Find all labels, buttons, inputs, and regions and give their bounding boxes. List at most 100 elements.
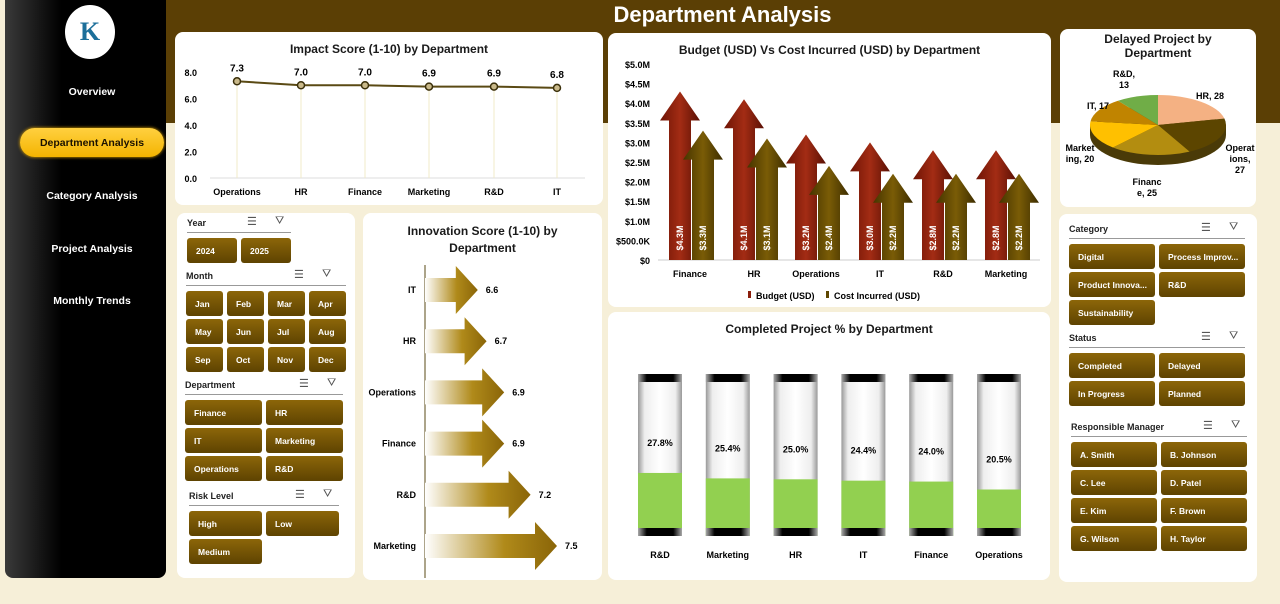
clear-filter-icon[interactable]: ⛛: [275, 215, 285, 227]
slicer-button[interactable]: G. Wilson: [1071, 526, 1157, 551]
data-point: [424, 82, 434, 91]
innovation-chart: IT 6.6 HR 6.7 Operations 6.9 Finance 6.9 R&D 7.2 M…: [368, 265, 578, 578]
slicer-button[interactable]: Operations: [185, 456, 262, 481]
slicer-button[interactable]: Aug: [309, 319, 346, 344]
slicer-button[interactable]: Product Innova...: [1069, 272, 1155, 297]
multi-select-icon[interactable]: ☰: [1201, 331, 1211, 343]
data-label: $2.4M: [824, 225, 834, 250]
multi-select-icon[interactable]: ☰: [1203, 420, 1213, 432]
slicer-button[interactable]: C. Lee: [1071, 470, 1157, 495]
slicer-button[interactable]: Sustainability: [1069, 300, 1155, 325]
clear-filter-icon[interactable]: ⛛: [322, 268, 332, 280]
x-tick-label: HR: [789, 550, 802, 560]
slicer-button[interactable]: Process Improv...: [1159, 244, 1245, 269]
sidebar-item-monthly-trends[interactable]: Monthly Trends: [53, 294, 131, 307]
sidebar-item-category-analysis[interactable]: Category Analysis: [46, 189, 138, 202]
slicer-button[interactable]: Jun: [227, 319, 264, 344]
sidebar-item-project-analysis[interactable]: Project Analysis: [51, 242, 133, 255]
innovation-arrow: [425, 419, 505, 468]
x-tick-label: HR: [748, 269, 761, 279]
multi-select-icon[interactable]: ☰: [295, 489, 305, 501]
slicer-button[interactable]: Feb: [227, 291, 264, 316]
pie-label: Operat ions, 27: [1225, 143, 1254, 175]
slicer-button[interactable]: Sep: [186, 347, 223, 372]
slicer-button[interactable]: Jul: [268, 319, 305, 344]
data-point: [232, 77, 242, 86]
y-tick-label: 0.0: [184, 174, 197, 184]
slicer-button[interactable]: Dec: [309, 347, 346, 372]
sidebar-item-overview[interactable]: Overview: [68, 85, 116, 98]
x-tick-label: IT: [859, 550, 868, 560]
slicer-button[interactable]: H. Taylor: [1161, 526, 1247, 551]
impact-line: [236, 80, 558, 89]
slicer-button[interactable]: High: [189, 511, 262, 536]
slicer-button[interactable]: D. Patel: [1161, 470, 1247, 495]
slicer-button[interactable]: Apr: [309, 291, 346, 316]
chart-title: Delayed Project by Department: [1104, 32, 1212, 60]
pie-label: R&D, 13: [1113, 69, 1135, 90]
slicer-button[interactable]: R&D: [266, 456, 343, 481]
clear-filter-icon[interactable]: ⛛: [1231, 419, 1241, 431]
pie-slice: [1158, 95, 1225, 125]
slicer-button[interactable]: Planned: [1159, 381, 1245, 406]
data-label: 6.6: [486, 285, 499, 295]
slicer-label: Responsible Manager: [1071, 422, 1165, 432]
slicer-button[interactable]: Completed: [1069, 353, 1155, 378]
x-tick-label: R&D: [650, 550, 670, 560]
pie-label: Financ e, 25: [1132, 177, 1161, 198]
clear-filter-icon[interactable]: ⛛: [1229, 330, 1239, 342]
slicer-button[interactable]: Low: [266, 511, 339, 536]
budget-card: Budget (USD) Vs Cost Incurred (USD) by D…: [608, 33, 1051, 307]
slicer-button[interactable]: 2025: [241, 238, 291, 263]
cost-arrow: [747, 138, 787, 260]
data-label: $2.8M: [991, 225, 1001, 250]
data-label: 7.0: [358, 67, 372, 78]
slicer-button[interactable]: A. Smith: [1071, 442, 1157, 467]
clear-filter-icon[interactable]: ⛛: [323, 488, 333, 500]
slicer-button[interactable]: Nov: [268, 347, 305, 372]
x-tick-label: Finance: [348, 187, 382, 197]
slicer-button[interactable]: R&D: [1159, 272, 1245, 297]
data-label: $2.2M: [1014, 225, 1024, 250]
sidebar: K Overview Department Analysis Category …: [5, 0, 166, 578]
slicer-button[interactable]: Digital: [1069, 244, 1155, 269]
data-label: $4.3M: [675, 225, 685, 250]
y-tick-label: 2.0: [184, 148, 197, 158]
y-tick-label: $2.0M: [625, 178, 650, 188]
x-tick-label: IT: [876, 269, 885, 279]
data-label: 6.7: [495, 336, 508, 346]
data-label: $3.3M: [698, 225, 708, 250]
slicer-button[interactable]: IT: [185, 428, 262, 453]
slicer-button[interactable]: 2024: [187, 238, 237, 263]
slicer-button[interactable]: HR: [266, 400, 343, 425]
cost-arrow: [936, 173, 976, 260]
slicer-button[interactable]: Oct: [227, 347, 264, 372]
data-label: 24.0%: [918, 447, 944, 457]
slicer-button[interactable]: Marketing: [266, 428, 343, 453]
y-tick-label: Operations: [368, 387, 416, 397]
y-tick-label: $3.5M: [625, 119, 650, 129]
slicer-button[interactable]: Mar: [268, 291, 305, 316]
slicer-button[interactable]: May: [186, 319, 223, 344]
slicer-button[interactable]: Medium: [189, 539, 262, 564]
slicer-button[interactable]: E. Kim: [1071, 498, 1157, 523]
sidebar-item-department-analysis[interactable]: Department Analysis: [20, 128, 164, 157]
innovation-arrow: [425, 266, 478, 314]
slicer-button[interactable]: Jan: [186, 291, 223, 316]
multi-select-icon[interactable]: ☰: [299, 378, 309, 390]
slicer-button[interactable]: Finance: [185, 400, 262, 425]
tube-cap: [841, 528, 886, 536]
multi-select-icon[interactable]: ☰: [1201, 222, 1211, 234]
data-point: [296, 81, 306, 90]
slicer-button[interactable]: F. Brown: [1161, 498, 1247, 523]
multi-select-icon[interactable]: ☰: [247, 216, 257, 228]
clear-filter-icon[interactable]: ⛛: [1229, 221, 1239, 233]
pie-slice: [1090, 100, 1158, 125]
slicer-button[interactable]: In Progress: [1069, 381, 1155, 406]
slicer-button[interactable]: Delayed: [1159, 353, 1245, 378]
slicer-button[interactable]: B. Johnson: [1161, 442, 1247, 467]
tube-cap: [638, 528, 682, 536]
multi-select-icon[interactable]: ☰: [294, 269, 304, 281]
data-label: 6.9: [512, 439, 525, 449]
clear-filter-icon[interactable]: ⛛: [327, 377, 337, 389]
